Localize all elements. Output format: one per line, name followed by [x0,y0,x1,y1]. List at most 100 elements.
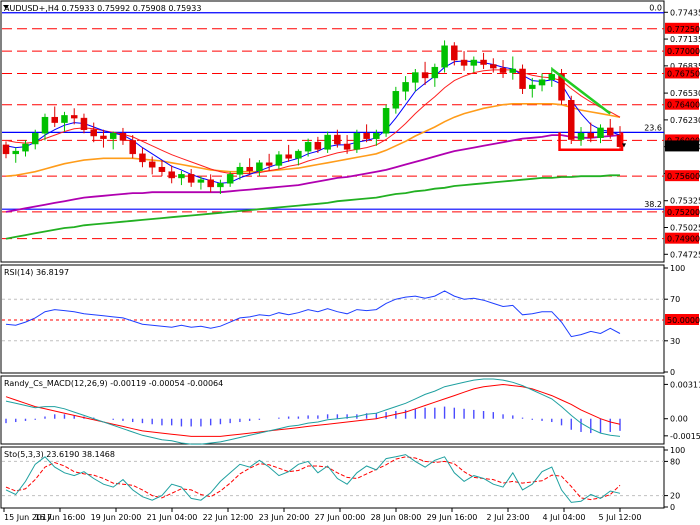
candle-body [324,134,331,150]
candle-body [70,115,78,119]
time-tick-label: 21 Jun 04:00 [147,513,198,522]
candle-body [538,79,546,86]
candle-body [577,133,585,140]
macd-axis: 0.00311 0.00 -0.00155 [664,380,700,441]
price-tick-label: 0.77435 [670,8,700,17]
fibonacci-label: 0.0 [649,4,662,13]
sto-body [2,454,664,503]
current-price-label: 0.75933 [667,142,700,151]
candle-body [568,99,575,140]
stochastic-panel: 100 80 20 0 Sto(5,3,3) 23.6190 38.1468 [0,446,685,512]
rsi-tick-label: 70 [670,295,680,304]
candle-body [22,143,29,152]
candle-body [51,116,58,123]
candle-body [314,141,322,150]
candle-body [31,133,39,145]
rsi-body [2,290,664,342]
sto-main-line [5,454,621,503]
rsi-panel: 100 70 30 0 50.0000 RSI(14) 36.8197 [0,264,700,377]
macd-signal-line [5,383,621,437]
macd-tick-label: -0.00155 [670,432,700,441]
last-price-arrow [622,143,626,148]
level-label: 0.76750 [667,69,700,78]
level-label: 0.77250 [667,25,700,34]
sto-tick-label: 20 [670,492,680,501]
time-tick-label: 29 Jun 16:00 [427,513,478,522]
candle-body [158,166,166,172]
rsi-header: RSI(14) 36.8197 [4,268,69,277]
price-tick-label: 0.75025 [670,224,700,233]
level-label-box [665,205,699,217]
candle-body [451,45,458,61]
candle-body [480,59,487,65]
level-label-box [665,67,699,79]
rsi-tick-label: 30 [670,337,680,346]
time-tick-label: 4 Jul 04:00 [543,513,586,522]
candle-body [148,161,156,168]
candle-body [109,133,117,139]
candle-body [197,179,205,183]
time-tick-label: 27 Jun 00:00 [315,513,366,522]
candle-body [139,153,146,163]
candle-body [178,174,185,179]
sto-axis: 100 80 20 0 [664,446,685,512]
macd-panel-frame [0,375,665,445]
sto-tick-label: 100 [670,446,685,455]
level-label-box [665,232,699,244]
macd-tick-label: 0.00311 [670,380,700,389]
collapse-icon[interactable] [3,5,9,9]
time-tick-label: 5 Jul 12:00 [599,513,642,522]
moving-average-orange [5,103,621,177]
level-label-box [665,170,699,182]
candle-body [470,59,478,66]
candle-body [100,135,107,139]
trendline [551,67,612,115]
candle-body [246,166,253,172]
time-tick-label: 16 Jun 16:00 [35,513,86,522]
moving-average-purple [5,134,621,213]
candle-body [529,84,536,89]
rsi-axis: 100 70 30 0 50.0000 [664,264,700,377]
rsi-tick-label: 0 [670,368,675,377]
time-tick-label: 22 Jun 12:00 [203,513,254,522]
candle-body [168,171,175,179]
current-price-box [665,140,699,152]
candle-body [441,45,448,68]
level-label: 0.77000 [667,47,700,56]
candle-body [41,116,49,134]
candle-body [499,67,507,73]
price-axis: 0.77435 0.77135 0.76835 0.76530 0.76230 0.759… [664,8,700,259]
macd-header: Randy_Cs_MACD(12,26,9) -0.00119 -0.00054… [4,379,223,388]
level-label-box [665,134,699,146]
macd-tick-label: 0.00 [670,415,688,424]
level-label: 0.76400 [667,101,700,110]
level-label: 0.75200 [667,208,700,217]
candle-body [460,59,468,66]
candle-body [226,174,234,184]
candle-body [402,82,409,92]
candle-body [334,134,341,145]
candle-body [587,133,595,139]
candle-body [548,74,556,80]
candle-body [207,179,214,188]
candle-body [607,127,614,136]
candle-body [129,140,136,155]
price-tick-label: 0.76230 [670,116,700,125]
candle-body [343,143,351,150]
candle-body [392,91,400,109]
macd-body [5,378,621,445]
time-tick-label: 23 Jun 20:00 [259,513,310,522]
candle-body [490,64,497,69]
moving-average-blue [5,60,621,184]
annotations [551,67,626,152]
sto-header: Sto(5,3,3) 23.6190 38.1468 [4,450,115,459]
price-tick-label: 0.76530 [670,89,700,98]
candle-body [2,144,10,155]
moving-averages [5,60,621,240]
level-label-box [665,22,699,34]
price-header: AUDUSD+,H4 0.75933 0.75992 0.75908 0.759… [4,4,201,13]
time-tick-label: 15 Jun 2017 [4,513,52,522]
macd-panel: 0.00311 0.00 -0.00155 Randy_Cs_MACD(12,26,… [0,375,700,445]
rsi-level-label: 50.0000 [667,316,700,325]
